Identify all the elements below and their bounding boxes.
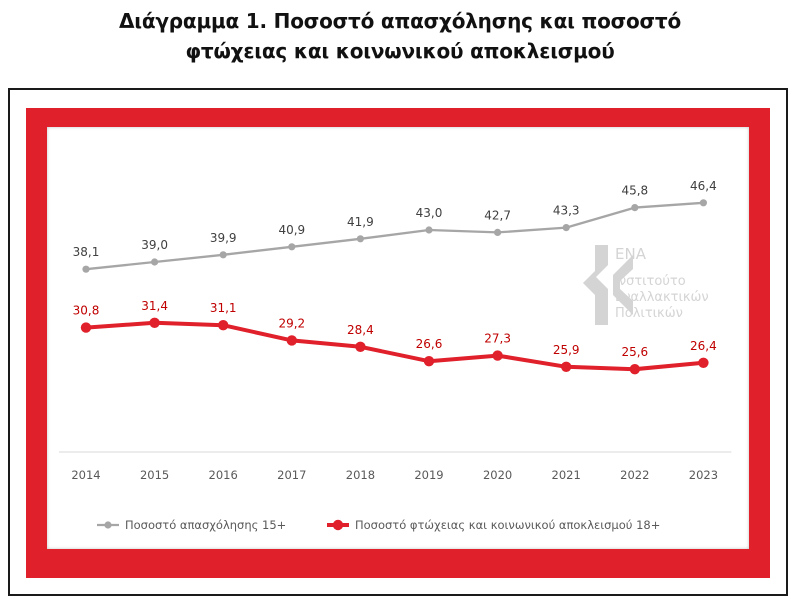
x-tick-label: 2023 xyxy=(689,468,718,482)
data-point xyxy=(219,251,227,259)
legend-marker-2 xyxy=(332,519,344,531)
data-point xyxy=(425,226,433,234)
logo-acronym: ΕΝΑ xyxy=(615,245,647,263)
data-label: 30,8 xyxy=(73,304,100,318)
x-tick-label: 2018 xyxy=(346,468,375,482)
x-tick-label: 2016 xyxy=(209,468,238,482)
data-point xyxy=(698,357,709,368)
x-tick-label: 2020 xyxy=(483,468,512,482)
series-line-2 xyxy=(84,320,706,372)
data-point xyxy=(218,320,229,331)
data-point xyxy=(286,335,297,346)
data-label: 39,0 xyxy=(141,238,168,252)
data-point xyxy=(149,317,160,328)
chart-panel: ΕΝΑ Ινστιτούτο Εναλλακτικών Πολιτικών 2014 20… xyxy=(47,127,749,549)
logo-mark-left-icon xyxy=(583,245,608,325)
x-tick-label: 2014 xyxy=(71,468,100,482)
data-point xyxy=(82,265,90,273)
x-tick-label: 2019 xyxy=(414,468,443,482)
data-label: 31,1 xyxy=(210,301,237,315)
logo-text-line: Εναλλακτικών xyxy=(615,290,709,305)
chart-title-line-2: φτώχειας και κοινωνικού αποκλεισμού xyxy=(185,39,615,63)
data-point xyxy=(629,364,640,375)
data-point xyxy=(423,356,435,367)
data-point xyxy=(356,235,364,243)
data-point xyxy=(355,341,366,352)
logo-text-line: Πολιτικών xyxy=(615,306,683,321)
x-tick-label: 2017 xyxy=(277,468,306,482)
data-label: 29,2 xyxy=(278,316,305,330)
data-label: 46,4 xyxy=(690,179,717,193)
data-label: 26,4 xyxy=(690,339,717,353)
data-label: 40,9 xyxy=(278,223,305,237)
x-tick-label: 2015 xyxy=(140,468,169,482)
logo-mark-right-icon xyxy=(613,255,633,315)
x-tick-label: 2021 xyxy=(552,468,581,482)
data-label: 43,3 xyxy=(553,204,580,218)
data-label: 27,3 xyxy=(484,332,511,346)
data-point xyxy=(494,228,502,236)
data-point xyxy=(561,361,572,372)
logo-text-line: Ινστιτούτο xyxy=(615,274,686,289)
chart-title: Διάγραμμα 1. Ποσοστό απασχόλησης και ποσ… xyxy=(0,6,800,66)
data-label: 43,0 xyxy=(416,206,443,220)
legend-label-1: Ποσοστό απασχόλησης 15+ xyxy=(125,518,286,532)
data-label: 28,4 xyxy=(347,323,374,337)
data-point xyxy=(699,199,708,207)
x-tick-label: 2022 xyxy=(620,468,649,482)
data-label: 26,6 xyxy=(416,337,443,351)
data-label: 25,6 xyxy=(621,345,648,359)
data-point xyxy=(562,224,570,232)
data-label: 31,4 xyxy=(141,299,168,313)
data-point xyxy=(151,258,159,266)
data-label: 45,8 xyxy=(621,184,648,198)
chart-title-line-1: Διάγραμμα 1. Ποσοστό απασχόλησης και ποσ… xyxy=(118,9,682,33)
legend-label-2: Ποσοστό φτώχειας και κοινωνικού αποκλεισ… xyxy=(355,518,660,532)
data-label: 39,9 xyxy=(210,231,237,245)
data-label: 42,7 xyxy=(484,208,511,222)
data-label: 41,9 xyxy=(347,215,374,229)
series-line-1 xyxy=(84,201,705,271)
data-point xyxy=(80,322,92,333)
legend-marker-1 xyxy=(104,521,112,529)
data-point xyxy=(492,350,503,361)
data-label: 38,1 xyxy=(73,245,100,259)
data-label: 25,9 xyxy=(553,343,580,357)
data-point xyxy=(631,204,639,212)
data-point xyxy=(288,243,296,251)
